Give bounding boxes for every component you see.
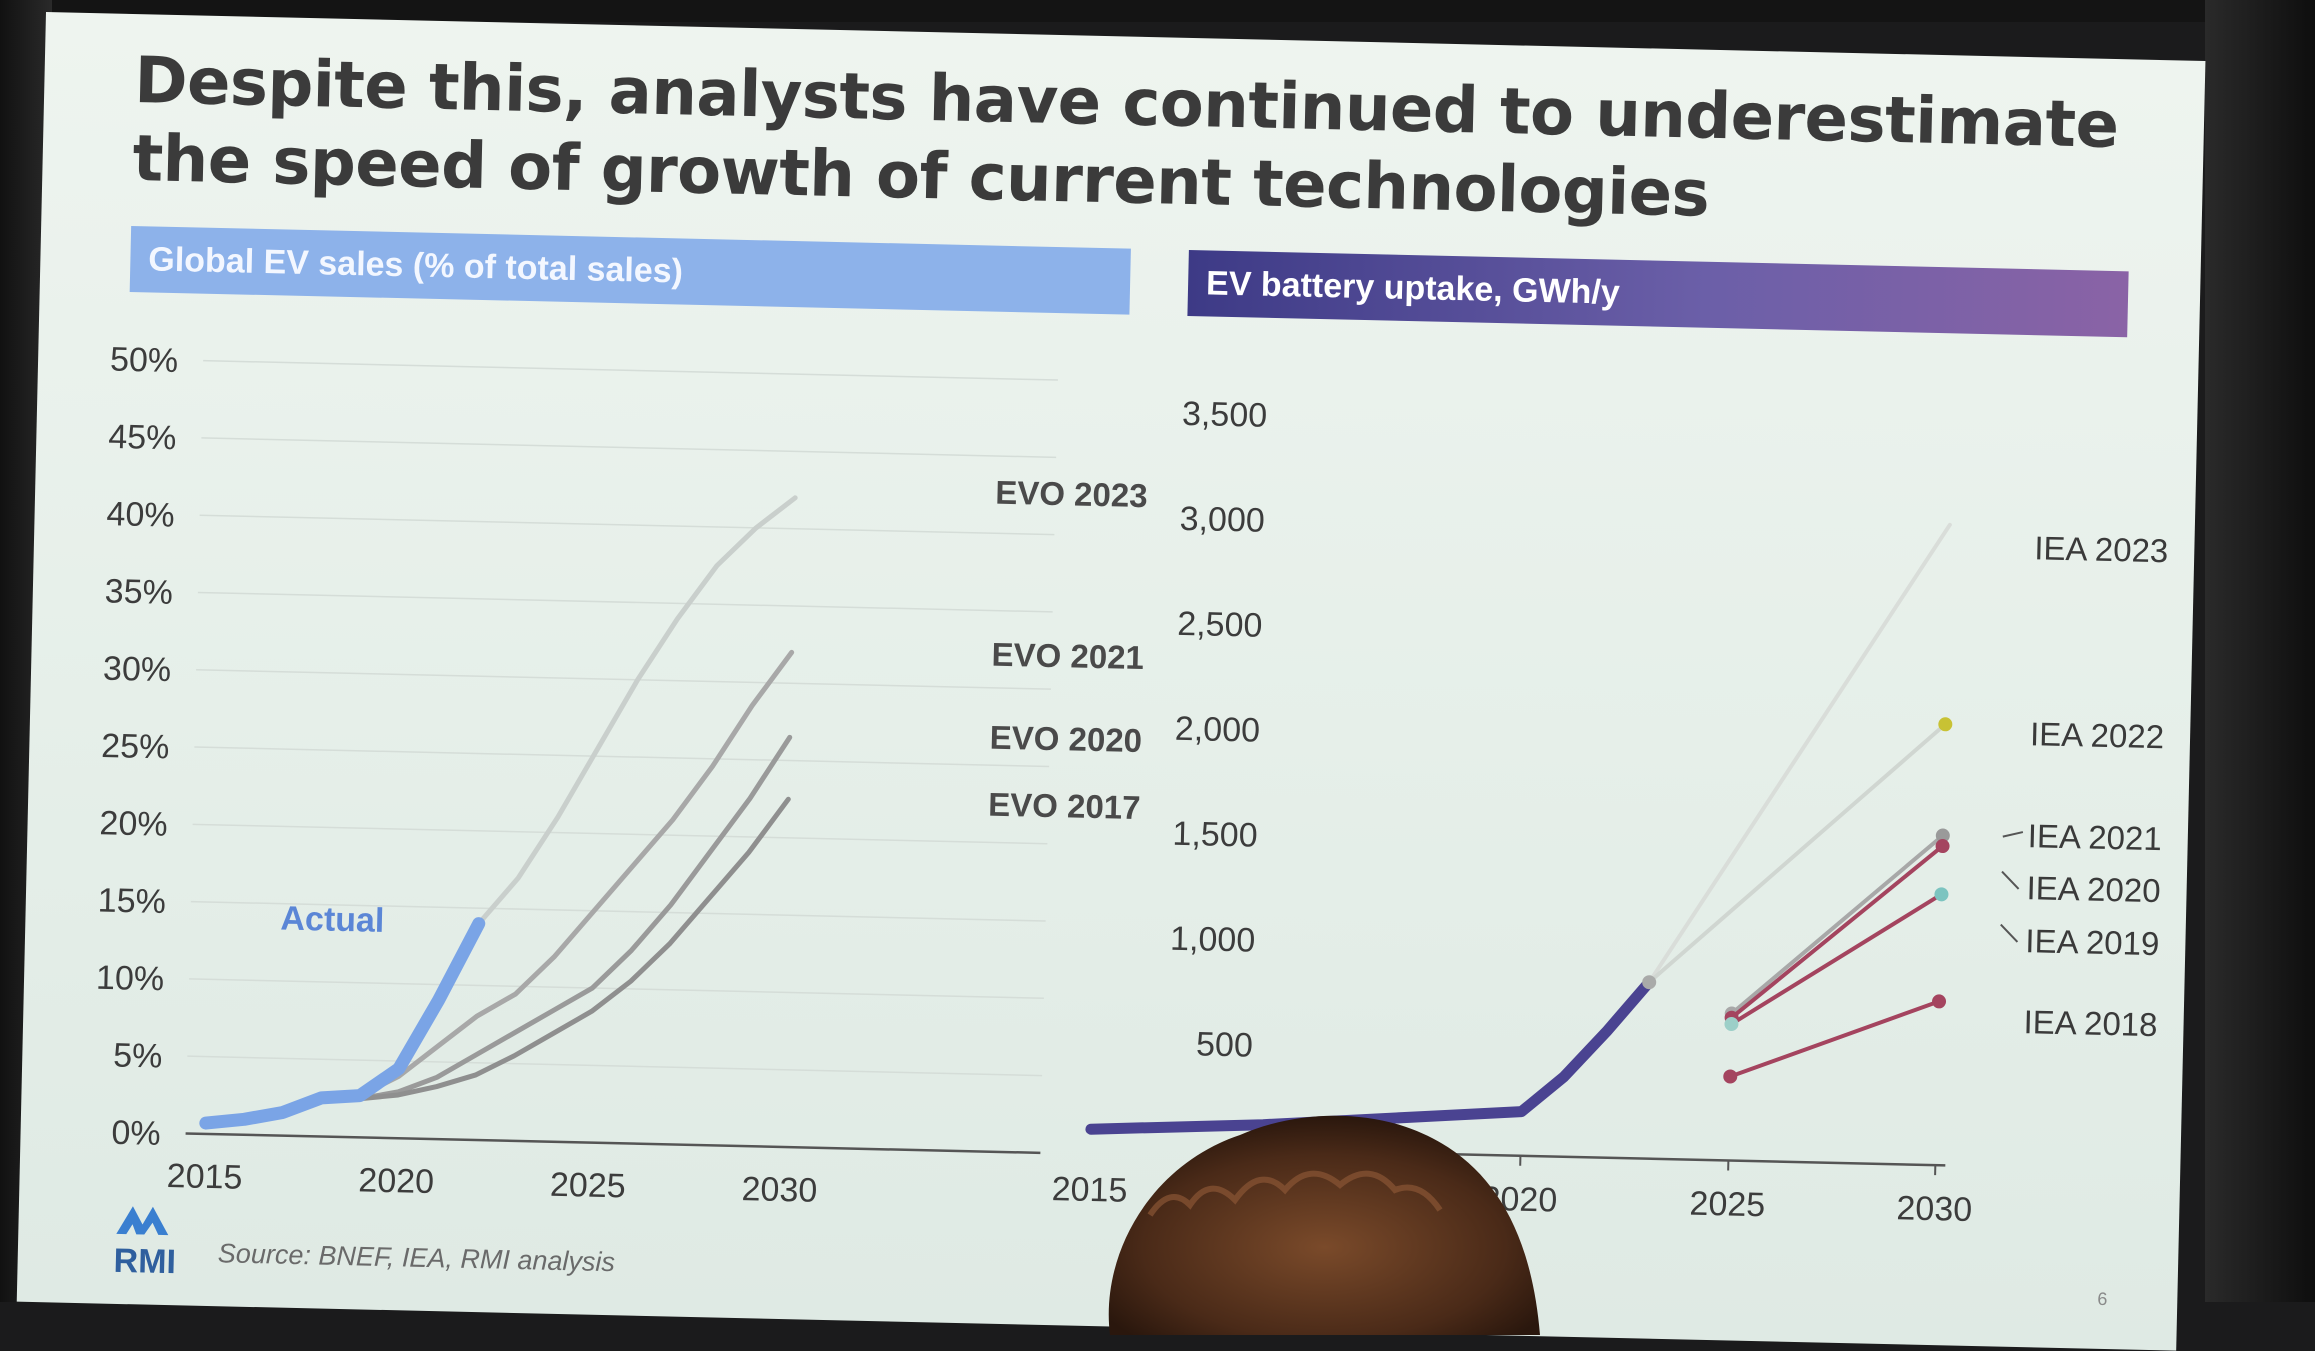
left-x-tick-label: 2020	[358, 1161, 434, 1201]
left-series-label-evo-2023: EVO 2023	[995, 474, 1148, 514]
left-x-tick-label: 2030	[741, 1170, 817, 1210]
left-series-label-evo-2020: EVO 2020	[989, 719, 1142, 759]
audience-head-silhouette	[1090, 1095, 1570, 1335]
right-y-tick-label: 500	[1196, 1025, 1254, 1064]
left-gridline	[200, 515, 1055, 534]
right-series-label-iea-2020: IEA 2020	[2026, 869, 2161, 909]
right-series-iea-2018	[1730, 997, 1939, 1081]
left-y-tick-label: 20%	[99, 804, 168, 844]
right-y-tick-label: 1,000	[1170, 920, 1256, 960]
right-y-tick-label: 2,500	[1177, 605, 1263, 645]
left-y-tick-label: 25%	[101, 727, 170, 767]
left-x-axis	[186, 1133, 1041, 1152]
left-y-tick-label: 10%	[96, 959, 165, 999]
left-y-tick-label: 0%	[111, 1114, 161, 1153]
left-gridline	[187, 1056, 1042, 1075]
right-series-iea-2020	[1732, 841, 1943, 1022]
right-point-iea-2018-start	[1723, 1069, 1737, 1083]
left-gridline	[189, 979, 1044, 998]
right-y-tick-label: 3,500	[1182, 395, 1268, 435]
left-y-tick-label: 5%	[113, 1036, 163, 1075]
left-y-tick-label: 15%	[97, 882, 166, 922]
right-x-tick-label: 2025	[1689, 1185, 1765, 1225]
left-series-evo-2023	[399, 489, 795, 1077]
left-y-tick-label: 50%	[110, 341, 179, 381]
rmi-logo-text: RMI	[113, 1242, 176, 1281]
right-y-tick-label: 1,500	[1172, 815, 1258, 855]
leader-line-iea-2020	[2002, 872, 2019, 889]
left-gridline	[198, 592, 1053, 611]
right-y-tick-label: 2,000	[1175, 710, 1261, 750]
right-series-label-iea-2021: IEA 2021	[2027, 817, 2162, 857]
room-background-right	[2205, 0, 2315, 1302]
left-gridline	[201, 438, 1056, 457]
leader-line-iea-2021	[2003, 832, 2023, 837]
left-series-label-evo-2021: EVO 2021	[991, 636, 1144, 676]
rmi-logo: RMI	[109, 1194, 201, 1286]
left-y-tick-label: 40%	[106, 495, 175, 535]
right-series-label-iea-2018: IEA 2018	[2023, 1003, 2158, 1043]
right-series-label-iea-2022: IEA 2022	[2030, 715, 2165, 755]
right-series-iea-2019	[1731, 890, 1941, 1029]
left-x-tick-label: 2015	[166, 1157, 242, 1197]
left-y-tick-label: 45%	[108, 418, 177, 458]
left-gridline	[203, 361, 1058, 380]
left-y-tick-label: 30%	[103, 650, 172, 690]
right-series-label-iea-2019: IEA 2019	[2025, 922, 2160, 962]
right-point-iea-2018-end	[1932, 994, 1946, 1008]
left-gridline	[193, 824, 1048, 843]
left-gridline	[194, 747, 1049, 766]
page-number: 6	[2097, 1289, 2107, 1310]
right-x-tick-label: 2030	[1896, 1189, 1972, 1229]
right-series-label-iea-2023: IEA 2023	[2034, 529, 2169, 569]
left-y-tick-label: 35%	[104, 572, 173, 612]
left-gridline	[196, 670, 1051, 689]
left-series-label-actual: Actual	[280, 900, 385, 940]
left-series-label-evo-2017: EVO 2017	[988, 786, 1141, 826]
right-y-tick-label: 3,000	[1179, 500, 1265, 540]
left-x-tick-label: 2025	[550, 1166, 626, 1206]
left-series-actual	[206, 918, 479, 1130]
leader-line-iea-2019	[2000, 925, 2017, 942]
